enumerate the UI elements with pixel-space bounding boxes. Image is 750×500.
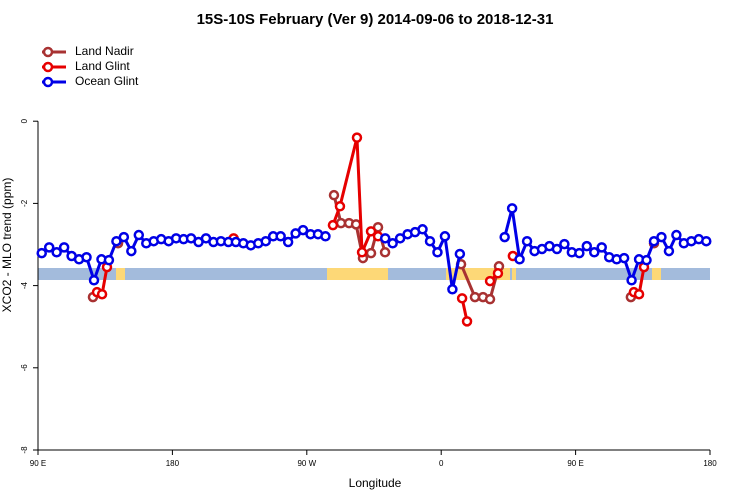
legend-marker xyxy=(42,76,54,88)
data-point xyxy=(58,242,70,253)
data-point xyxy=(365,226,377,237)
data-point xyxy=(618,252,630,264)
data-point xyxy=(447,284,458,295)
land-strip xyxy=(116,268,125,280)
land-strip xyxy=(652,268,661,280)
data-point xyxy=(596,242,607,253)
data-point xyxy=(626,275,637,286)
data-point xyxy=(521,235,533,247)
data-point xyxy=(88,275,100,286)
data-point xyxy=(282,236,294,248)
data-point xyxy=(424,235,436,247)
surface-strip xyxy=(38,268,710,280)
data-point xyxy=(133,229,145,241)
data-point xyxy=(469,291,481,303)
data-point xyxy=(51,247,62,258)
data-point xyxy=(356,247,368,258)
data-point xyxy=(432,247,443,258)
data-point xyxy=(641,254,652,266)
data-point xyxy=(454,248,466,260)
data-point xyxy=(81,251,92,263)
data-point xyxy=(461,316,473,327)
y-tick-label: -6 xyxy=(20,364,29,372)
land-strip xyxy=(327,268,388,280)
legend-label: Ocean Glint xyxy=(75,74,139,88)
data-point xyxy=(365,247,377,259)
x-tick-label: 90 E xyxy=(567,459,583,468)
data-point xyxy=(350,219,362,230)
data-point xyxy=(648,235,660,247)
data-point xyxy=(574,247,585,259)
data-point xyxy=(351,132,363,143)
data-point xyxy=(379,247,391,258)
data-point xyxy=(663,245,675,257)
land-strip xyxy=(512,268,516,280)
data-point xyxy=(275,231,286,242)
data-point xyxy=(111,235,122,247)
chart-title: 15S-10S February (Ver 9) 2014-09-06 to 2… xyxy=(197,11,554,28)
data-point xyxy=(96,288,108,300)
y-axis-label: XCO2 - MLO trend (ppm) xyxy=(0,178,14,313)
x-tick-label: 90 W xyxy=(297,459,316,468)
data-point xyxy=(506,203,518,214)
y-tick-label: -8 xyxy=(20,446,29,454)
legend-label: Land Nadir xyxy=(75,44,134,58)
data-point xyxy=(633,288,645,300)
y-tick-label: 0 xyxy=(20,118,29,123)
data-point xyxy=(387,238,398,249)
data-point xyxy=(126,245,137,257)
data-point xyxy=(394,233,406,244)
data-point xyxy=(439,231,451,242)
x-tick-label: 0 xyxy=(439,459,444,468)
data-point xyxy=(499,231,510,243)
data-point xyxy=(260,235,271,247)
legend-marker xyxy=(42,46,54,58)
y-tick-label: -2 xyxy=(20,199,29,207)
data-point xyxy=(118,231,130,243)
data-point xyxy=(581,240,593,252)
data-point xyxy=(320,231,331,242)
data-point xyxy=(671,229,682,241)
data-point xyxy=(456,293,468,304)
data-point xyxy=(297,224,309,236)
data-point xyxy=(484,293,496,305)
data-point xyxy=(514,254,525,265)
data-point xyxy=(484,275,496,287)
data-point xyxy=(589,247,600,258)
data-point xyxy=(551,243,563,255)
data-point xyxy=(701,235,712,247)
data-point xyxy=(379,233,391,244)
data-point xyxy=(328,189,340,201)
x-tick-label: 180 xyxy=(703,459,717,468)
x-tick-label: 90 E xyxy=(30,459,46,468)
data-point xyxy=(334,201,346,212)
data-point xyxy=(327,219,339,231)
data-point xyxy=(559,238,570,250)
data-point xyxy=(36,247,47,259)
legend-marker xyxy=(42,61,54,73)
data-point xyxy=(492,268,504,279)
data-point xyxy=(103,254,115,266)
data-point xyxy=(417,224,428,235)
data-point xyxy=(43,242,55,253)
x-tick-label: 180 xyxy=(166,459,180,468)
data-point xyxy=(335,217,347,229)
legend-label: Land Glint xyxy=(75,59,130,73)
data-point xyxy=(656,231,667,243)
x-axis-label: Longitude xyxy=(349,476,402,490)
y-tick-label: -4 xyxy=(20,281,29,289)
